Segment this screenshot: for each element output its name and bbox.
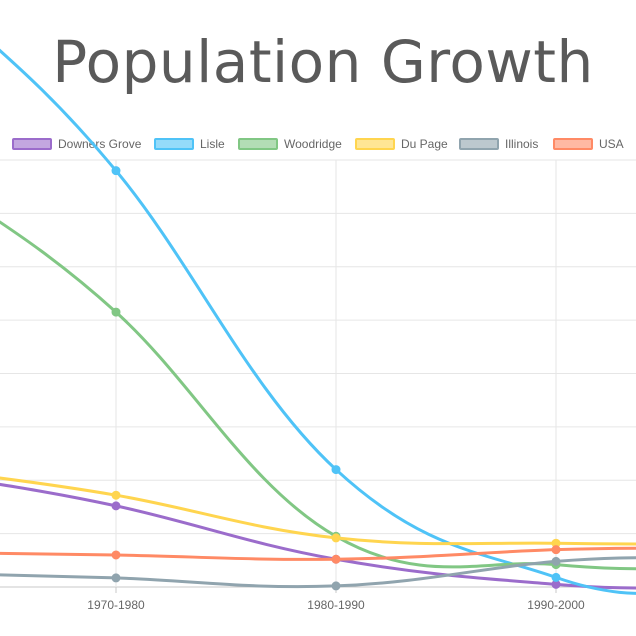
legend-item-usa[interactable]: USA [553,134,624,154]
data-point-du-page [111,490,121,500]
legend-swatch [12,138,52,150]
chart-legend: Downers Grove Lisle Woodridge Du Page Illino… [0,134,636,156]
legend-item-woodridge[interactable]: Woodridge [238,134,342,154]
data-point-lisle [551,572,561,582]
x-tick-label: 1990-2000 [527,598,585,612]
series-line-lisle [0,48,636,595]
data-point-illinois [111,573,121,583]
legend-label: Woodridge [284,137,342,151]
data-point-usa [551,545,561,555]
legend-label: Du Page [401,137,448,151]
x-tick-label: 1980-1990 [307,598,365,612]
legend-swatch [355,138,395,150]
data-point-downers-grove [111,501,121,511]
data-point-lisle [331,465,341,475]
chart-title: Population Growth [52,28,594,96]
x-tick-label: 1970-1980 [87,598,145,612]
legend-label: Lisle [200,137,225,151]
legend-item-illinois[interactable]: Illinois [459,134,538,154]
legend-swatch [553,138,593,150]
legend-item-lisle[interactable]: Lisle [154,134,225,154]
series-line-usa [0,546,636,561]
legend-swatch [459,138,499,150]
legend-swatch [154,138,194,150]
data-point-illinois [551,556,561,566]
data-point-usa [331,554,341,564]
series-line-woodridge [0,220,636,571]
data-point-woodridge [111,307,121,317]
data-point-du-page [331,533,341,543]
legend-item-du-page[interactable]: Du Page [355,134,448,154]
data-point-usa [111,550,121,560]
data-point-illinois [331,581,341,591]
legend-item-downers-grove[interactable]: Downers Grove [12,134,141,154]
legend-swatch [238,138,278,150]
legend-label: Downers Grove [58,137,142,151]
data-point-lisle [111,166,121,176]
legend-label: Illinois [505,137,539,151]
legend-label: USA [599,137,624,151]
